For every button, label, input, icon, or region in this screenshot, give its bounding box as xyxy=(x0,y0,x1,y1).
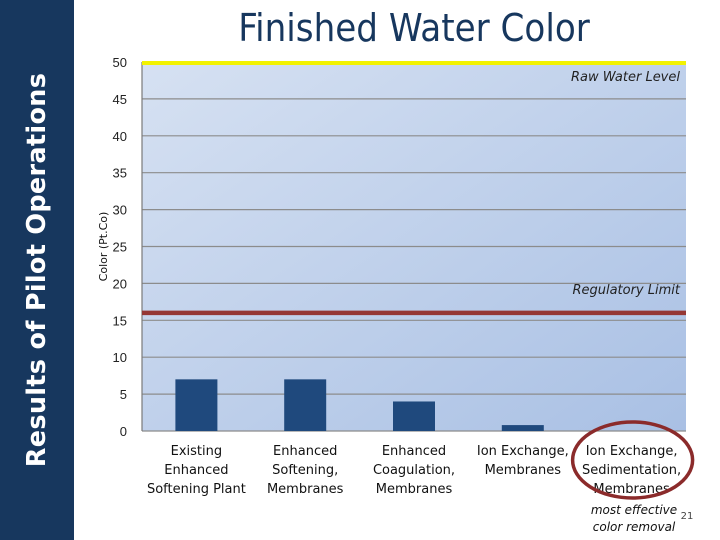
y-tick-label: 40 xyxy=(113,129,127,144)
bar xyxy=(393,401,435,431)
y-tick-label: 0 xyxy=(120,424,127,439)
bars xyxy=(175,379,544,431)
y-axis-ticks: 0 5 10 15 20 25 30 35 40 45 50 xyxy=(113,55,127,439)
bar xyxy=(175,379,218,431)
bar xyxy=(284,379,327,431)
raw-water-label: Raw Water Level xyxy=(571,70,680,85)
regulatory-limit-label: Regulatory Limit xyxy=(572,283,680,298)
page-number: 21 xyxy=(681,511,694,522)
bar xyxy=(501,425,544,431)
y-tick-label: 25 xyxy=(113,240,127,255)
chart-title: Finished Water Color xyxy=(238,6,590,50)
y-tick-label: 20 xyxy=(113,276,127,291)
reference-lines: Raw Water Level Regulatory Limit xyxy=(142,61,686,316)
sidebar: Results of Pilot Operations xyxy=(0,0,74,540)
footnote-line-2: color removal xyxy=(593,520,676,534)
category-label: Enhanced Softening, Membranes xyxy=(267,444,344,497)
y-tick-label: 5 xyxy=(120,387,127,402)
y-tick-label: 15 xyxy=(113,313,127,328)
highlight-ring xyxy=(570,420,695,500)
category-label: Ion Exchange, Sedimentation, Membranes xyxy=(582,444,681,497)
y-tick-label: 50 xyxy=(113,55,127,70)
y-tick-label: 10 xyxy=(113,350,127,365)
footnote-line-1: most effective xyxy=(591,503,677,517)
gridlines xyxy=(141,61,686,432)
category-labels: Existing Enhanced Softening Plant Enhanced S… xyxy=(147,444,681,497)
y-tick-label: 30 xyxy=(113,203,127,218)
y-tick-label: 35 xyxy=(113,166,127,181)
category-label: Ion Exchange, Membranes xyxy=(477,444,569,478)
y-axis-label: Color (Pt.Co) xyxy=(97,212,110,282)
category-label: Enhanced Coagulation, Membranes xyxy=(373,444,455,497)
category-label: Existing Enhanced Softening Plant xyxy=(147,444,246,497)
y-tick-label: 45 xyxy=(113,92,127,107)
